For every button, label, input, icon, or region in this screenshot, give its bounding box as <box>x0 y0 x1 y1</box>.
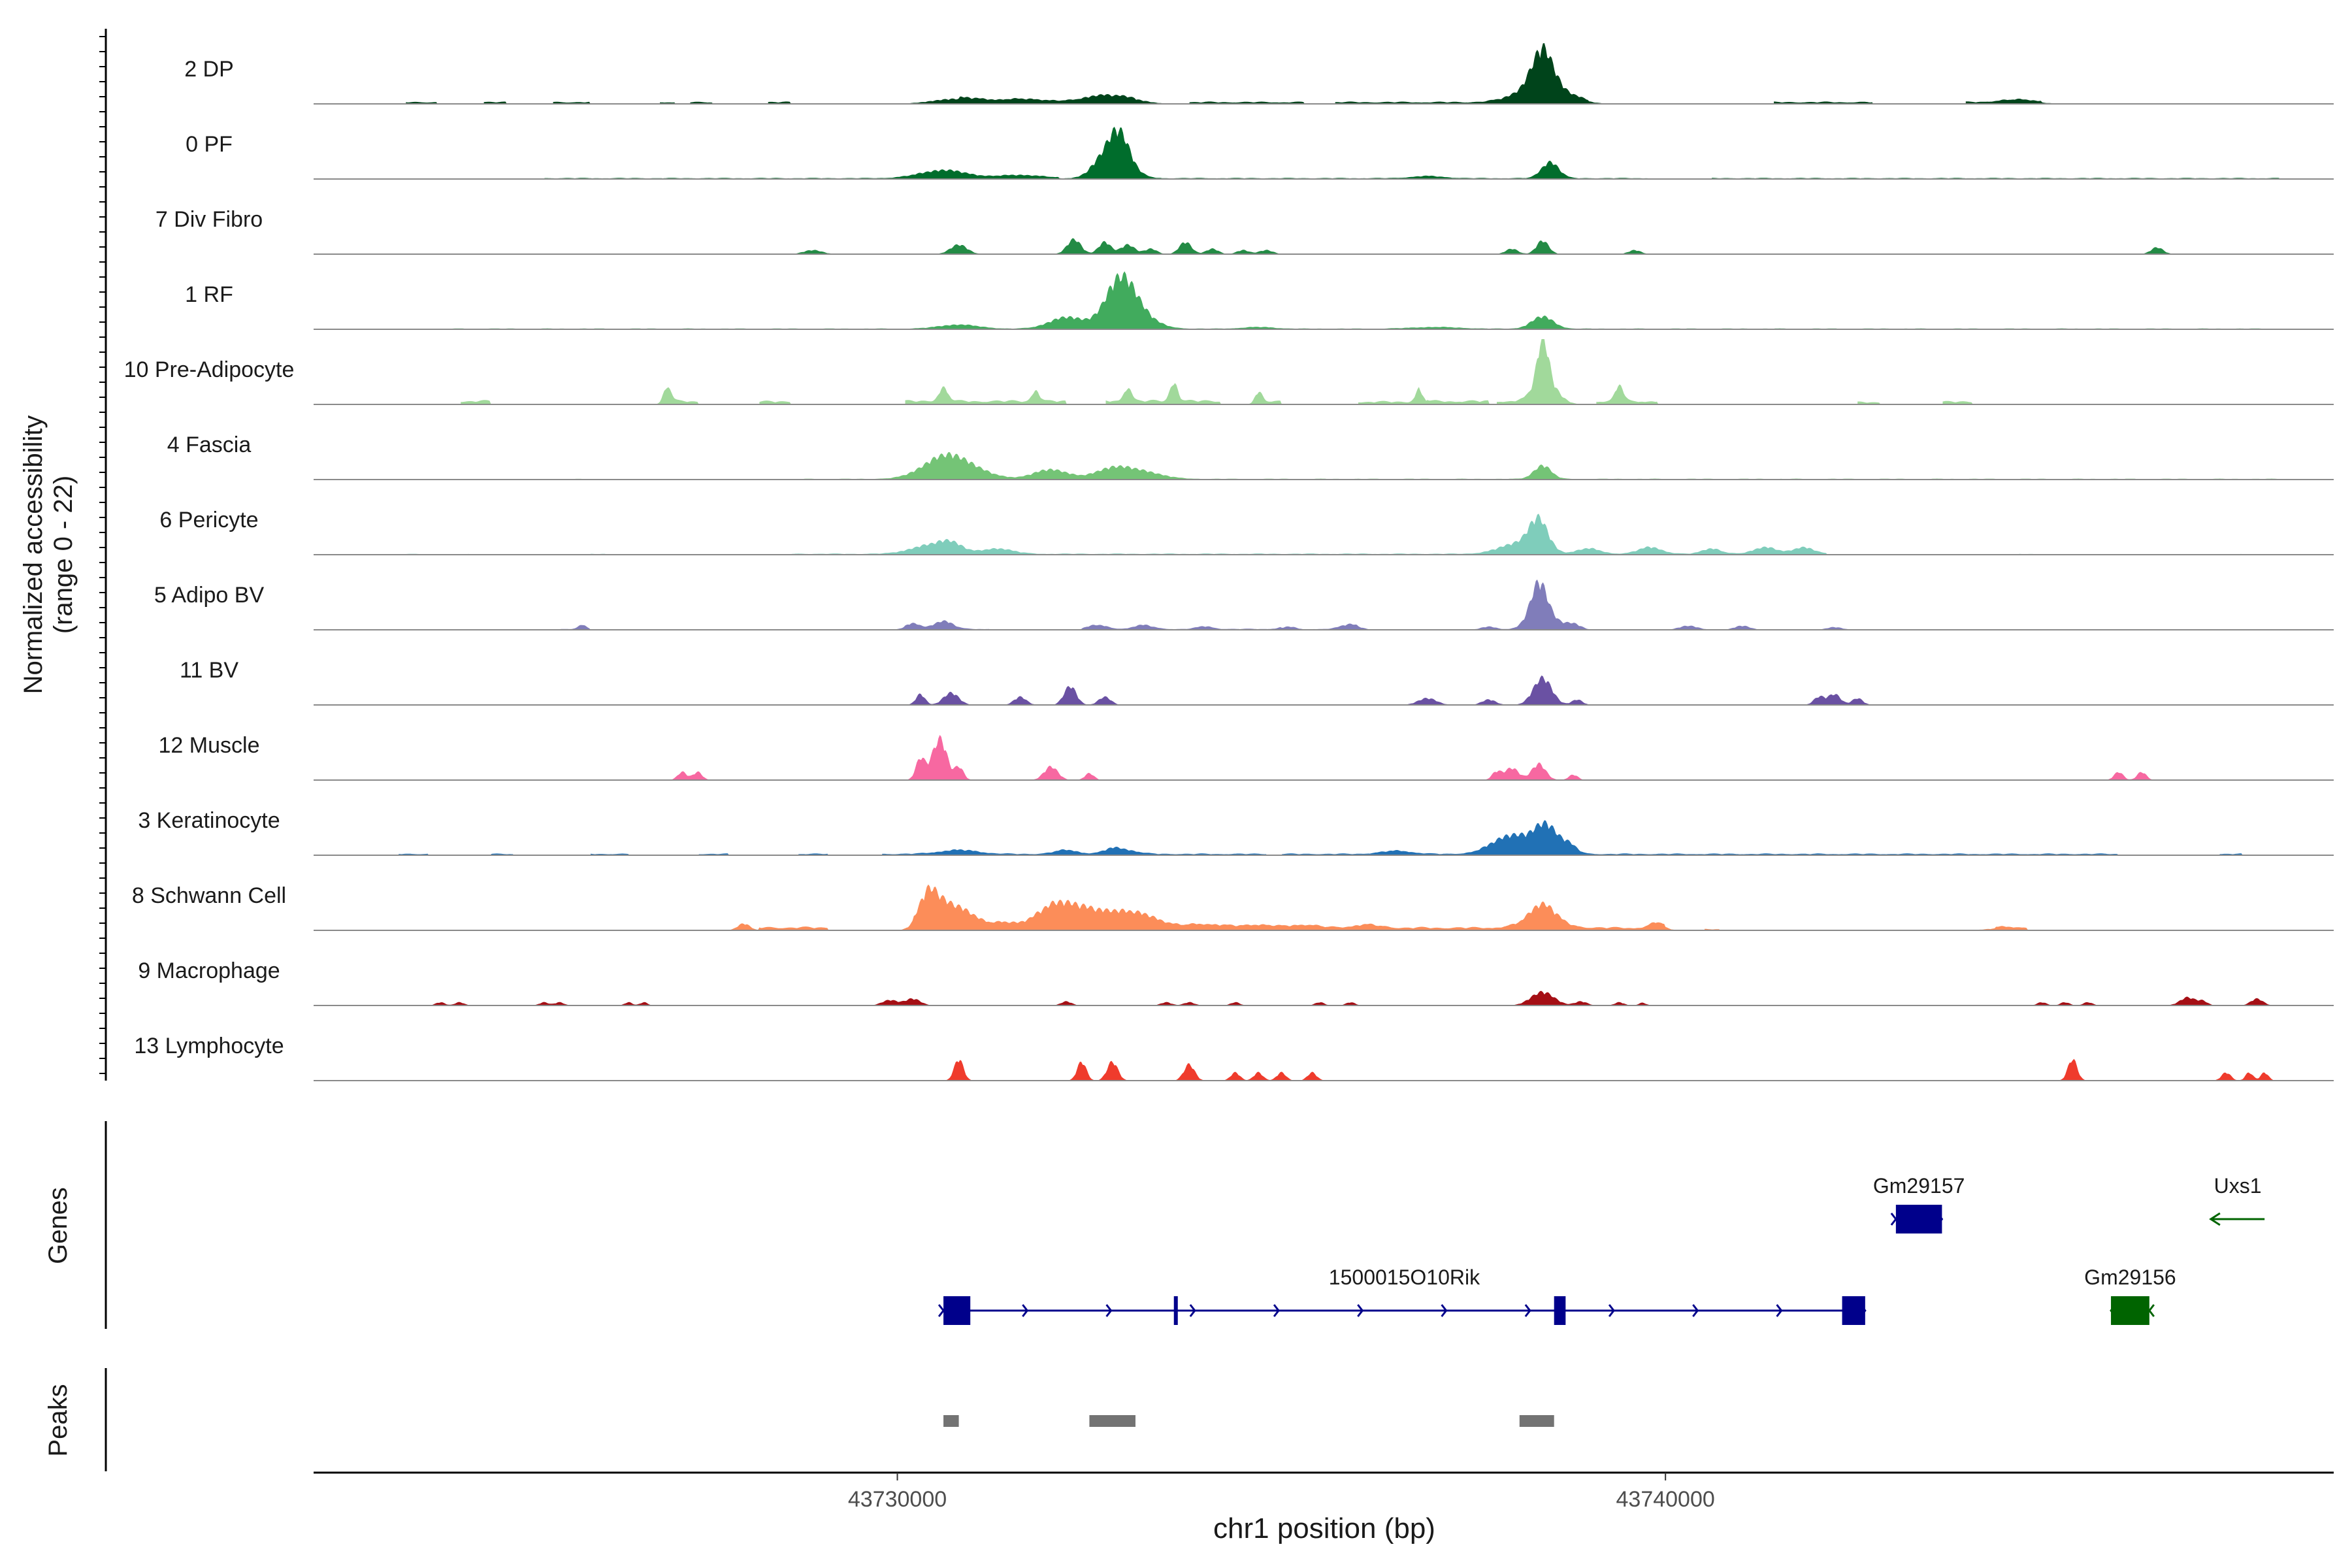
track-3 <box>314 238 2334 255</box>
strand-chevron <box>1189 1304 1196 1317</box>
y-axis-title-line2: (range 0 - 22) <box>49 476 78 634</box>
coverage-area <box>461 339 1973 404</box>
genes-section-label: Genes <box>44 1187 73 1264</box>
track-4 <box>314 271 2334 330</box>
peak-region <box>1519 1415 1554 1427</box>
track-label: 12 Muscle <box>159 733 260 758</box>
track-label: 6 Pericyte <box>159 508 258 532</box>
track-label: 7 Div Fibro <box>155 207 263 232</box>
strand-chevron <box>1524 1304 1531 1317</box>
gene-exon <box>1554 1296 1566 1325</box>
gene-Gm29156: Gm29156 <box>2084 1266 2176 1325</box>
gene-exon <box>1842 1296 1865 1325</box>
track-labels: 2 DP 0 PF 7 Div Fibro 1 RF 10 Pre-Adipocyte 4… <box>124 57 295 1058</box>
peaks-area <box>943 1415 1554 1427</box>
x-axis-title: chr1 position (bp) <box>1213 1512 1435 1544</box>
track-7 <box>314 514 2334 555</box>
coverage-area <box>406 43 2067 104</box>
gene-label: Gm29156 <box>2084 1266 2176 1289</box>
track-label: 1 RF <box>185 282 233 307</box>
track-8 <box>314 580 2334 630</box>
track-label: 13 Lymphocyte <box>134 1034 284 1058</box>
track-12 <box>314 884 2334 931</box>
y-axis-ticks <box>99 36 106 1074</box>
x-tick-label: 43740000 <box>1616 1487 1715 1512</box>
peak-region <box>943 1415 959 1427</box>
strand-chevron <box>1776 1304 1783 1317</box>
peak-region <box>1089 1415 1135 1427</box>
strand-chevron <box>1022 1304 1029 1317</box>
track-10 <box>314 734 2334 781</box>
coverage-area <box>406 514 2243 555</box>
gene-exon <box>2111 1296 2149 1325</box>
gene-Uxs1: Uxs1 <box>2209 1174 2265 1226</box>
gene-1500015O10Rik: 1500015O10Rik <box>938 1266 1867 1325</box>
gene-Gm29157: Gm29157 <box>1873 1174 1965 1233</box>
track-label: 10 Pre-Adipocyte <box>124 357 295 382</box>
gene-exon <box>1895 1205 1942 1233</box>
y-axis-title-line1: Normalized accessibility <box>19 416 48 694</box>
track-9 <box>314 675 2334 706</box>
gene-exon <box>1173 1296 1178 1325</box>
track-label: 2 DP <box>184 57 234 82</box>
track-14 <box>314 1058 2334 1081</box>
coverage-area <box>789 238 2176 254</box>
gene-arrow-head <box>2209 1212 2221 1226</box>
gene-exon <box>943 1296 971 1325</box>
strand-chevron <box>1357 1304 1364 1317</box>
coverage-area <box>907 675 1874 705</box>
coverage-area <box>452 271 2281 329</box>
gene-label: Gm29157 <box>1873 1174 1965 1198</box>
genes-area: 1500015O10Rik Gm29157 Uxs1 Gm29156 <box>938 1174 2265 1325</box>
strand-chevron <box>1692 1304 1699 1317</box>
track-1 <box>314 43 2334 105</box>
strand-chevron <box>2148 1304 2155 1317</box>
track-label: 4 Fascia <box>167 433 252 457</box>
track-label: 5 Adipo BV <box>154 583 265 608</box>
track-5 <box>314 339 2334 405</box>
x-axis-ticks: 43730000 43740000 <box>848 1473 1715 1512</box>
coverage-area <box>574 451 2281 480</box>
track-label: 3 Keratinocyte <box>138 808 280 833</box>
coverage-area <box>727 884 2040 930</box>
x-tick-label: 43730000 <box>848 1487 947 1512</box>
strand-chevron <box>938 1304 945 1317</box>
coverage-area <box>544 127 2281 179</box>
gene-label: Uxs1 <box>2214 1174 2262 1198</box>
track-13 <box>314 990 2334 1006</box>
track-2 <box>314 127 2334 180</box>
strand-chevron <box>1105 1304 1113 1317</box>
coverage-area <box>429 990 2275 1005</box>
track-11 <box>314 820 2334 856</box>
coverage-area <box>945 1058 2276 1081</box>
track-label: 11 BV <box>180 658 238 683</box>
y-axis-title: Normalized accessibility (range 0 - 22) <box>19 416 78 694</box>
peaks-section-label: Peaks <box>44 1384 73 1456</box>
strand-chevron <box>1890 1213 1897 1226</box>
gene-label: 1500015O10Rik <box>1329 1266 1480 1289</box>
coverage-area <box>670 734 2157 780</box>
coverage-area <box>560 580 1854 630</box>
strand-chevron <box>1441 1304 1448 1317</box>
strand-chevron <box>1608 1304 1615 1317</box>
track-label: 9 Macrophage <box>138 958 280 983</box>
track-6 <box>314 451 2334 480</box>
track-label: 0 PF <box>186 132 233 157</box>
coverage-area <box>399 820 2243 855</box>
track-label: 8 Schwann Cell <box>132 883 286 908</box>
track-area <box>314 43 2334 1081</box>
strand-chevron <box>1273 1304 1280 1317</box>
